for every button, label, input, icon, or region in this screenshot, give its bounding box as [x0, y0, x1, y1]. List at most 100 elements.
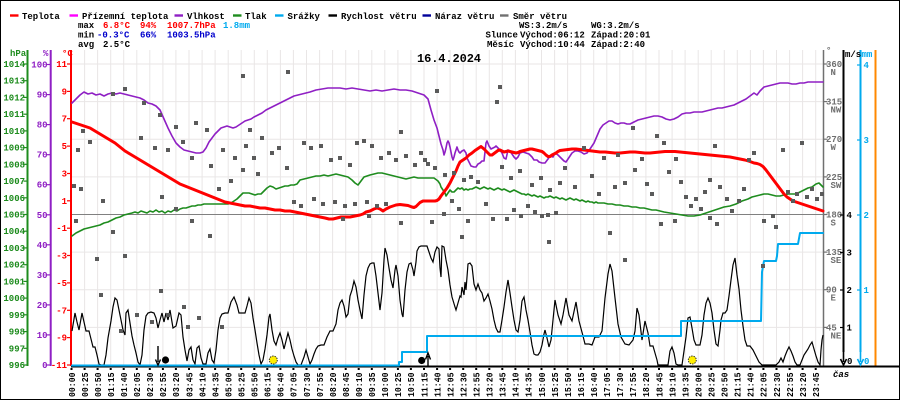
svg-text:Slunce: Slunce [486, 31, 518, 41]
svg-text:1: 1 [847, 324, 853, 334]
svg-text:Východ:06:12: Východ:06:12 [520, 31, 585, 41]
svg-text:S: S [831, 219, 837, 229]
svg-text:15:00: 15:00 [538, 373, 548, 398]
svg-text:22:55: 22:55 [786, 373, 796, 398]
svg-text:hPa: hPa [10, 49, 27, 59]
svg-text:997: 997 [9, 344, 25, 354]
svg-text:30: 30 [37, 271, 48, 281]
svg-text:23:45: 23:45 [812, 373, 822, 398]
svg-text:09:35: 09:35 [368, 373, 378, 398]
svg-text:20:00: 20:00 [695, 373, 705, 398]
svg-text:1003.5hPa: 1003.5hPa [167, 31, 216, 41]
svg-text:270: 270 [826, 135, 842, 145]
svg-text:15:50: 15:50 [564, 373, 574, 398]
svg-text:m/s: m/s [845, 50, 861, 60]
svg-text:WS:3.2m/s: WS:3.2m/s [519, 21, 568, 31]
svg-text:80: 80 [37, 121, 48, 131]
svg-text:5: 5 [62, 142, 67, 152]
svg-text:Přízemní teplota: Přízemní teplota [82, 12, 169, 22]
svg-text:3: 3 [847, 249, 852, 259]
svg-text:1001: 1001 [3, 277, 25, 287]
svg-text:19:35: 19:35 [681, 373, 691, 398]
svg-text:0: 0 [864, 357, 869, 367]
svg-text:315: 315 [826, 98, 842, 108]
svg-text:%: % [43, 49, 49, 59]
svg-text:3: 3 [864, 136, 869, 146]
svg-text:05:25: 05:25 [238, 373, 248, 398]
svg-text:135: 135 [826, 248, 842, 258]
svg-text:360: 360 [826, 60, 842, 70]
svg-text:180: 180 [826, 211, 842, 221]
svg-text:11: 11 [56, 60, 67, 70]
svg-text:1000: 1000 [3, 294, 25, 304]
svg-text:02:55: 02:55 [159, 373, 169, 398]
svg-text:1008: 1008 [3, 160, 25, 170]
svg-text:08:45: 08:45 [342, 373, 352, 398]
svg-text:1007.7hPa: 1007.7hPa [167, 21, 216, 31]
svg-text:01:40: 01:40 [120, 373, 130, 398]
svg-text:90: 90 [37, 91, 48, 101]
svg-text:1: 1 [864, 286, 870, 296]
svg-text:06:40: 06:40 [277, 373, 287, 398]
svg-text:6.8°C: 6.8°C [103, 21, 131, 31]
svg-text:Teplota: Teplota [22, 12, 60, 22]
svg-text:1002: 1002 [3, 261, 25, 271]
svg-text:Vlhkost: Vlhkost [187, 12, 225, 22]
svg-text:12:30: 12:30 [460, 373, 470, 398]
svg-text:05:50: 05:50 [251, 373, 261, 398]
svg-text:NW: NW [831, 106, 842, 116]
svg-text:16.4.2024: 16.4.2024 [417, 52, 481, 66]
svg-text:14:10: 14:10 [512, 373, 522, 398]
svg-text:20: 20 [37, 301, 48, 311]
svg-text:Západ:20:01: Západ:20:01 [591, 31, 651, 41]
svg-text:03:45: 03:45 [185, 373, 195, 398]
svg-text:W: W [831, 143, 837, 153]
svg-text:00:00: 00:00 [68, 373, 78, 398]
svg-text:1: 1 [62, 197, 68, 207]
svg-text:Směr větru: Směr větru [513, 12, 567, 22]
svg-text:°C: °C [62, 49, 73, 59]
svg-text:00:50: 00:50 [94, 373, 104, 398]
svg-text:1012: 1012 [3, 93, 25, 103]
svg-text:-9: -9 [56, 334, 67, 344]
svg-text:22:30: 22:30 [773, 373, 783, 398]
svg-text:20:50: 20:50 [721, 373, 731, 398]
svg-text:20:25: 20:25 [708, 373, 718, 398]
svg-text:17:55: 17:55 [629, 373, 639, 398]
svg-text:13:20: 13:20 [486, 373, 496, 398]
svg-text:00:25: 00:25 [81, 373, 91, 398]
svg-text:NE: NE [831, 331, 842, 341]
svg-text:Měsíc: Měsíc [487, 40, 514, 50]
svg-text:11:40: 11:40 [433, 373, 443, 398]
svg-text:66%: 66% [140, 31, 157, 41]
svg-text:18:45: 18:45 [655, 373, 665, 398]
svg-text:11:15: 11:15 [420, 373, 430, 398]
svg-text:13:45: 13:45 [499, 373, 509, 398]
svg-text:09:10: 09:10 [355, 373, 365, 398]
svg-text:22:05: 22:05 [760, 373, 770, 398]
svg-text:15:25: 15:25 [551, 373, 561, 398]
svg-text:0: 0 [847, 357, 852, 367]
svg-text:07:05: 07:05 [290, 373, 300, 398]
svg-text:-0.3°C: -0.3°C [97, 31, 130, 41]
svg-text:10: 10 [37, 331, 48, 341]
svg-text:17:30: 17:30 [616, 373, 626, 398]
svg-text:WG:3.2m/s: WG:3.2m/s [591, 21, 640, 31]
svg-text:2: 2 [864, 211, 869, 221]
svg-text:1010: 1010 [3, 127, 25, 137]
svg-text:1013: 1013 [3, 77, 25, 87]
svg-text:998: 998 [9, 328, 25, 338]
svg-text:16:15: 16:15 [577, 373, 587, 398]
svg-text:SW: SW [831, 181, 842, 191]
svg-text:02:30: 02:30 [146, 373, 156, 398]
svg-text:10:50: 10:50 [407, 373, 417, 398]
svg-text:Rychlost větru: Rychlost větru [341, 12, 417, 22]
svg-text:50: 50 [37, 211, 48, 221]
svg-text:01:15: 01:15 [107, 373, 117, 398]
svg-text:19:10: 19:10 [668, 373, 678, 398]
svg-text:7: 7 [62, 115, 67, 125]
svg-text:14:35: 14:35 [525, 373, 535, 398]
svg-text:N: N [831, 68, 836, 78]
svg-text:E: E [831, 294, 837, 304]
svg-text:1003: 1003 [3, 244, 25, 254]
